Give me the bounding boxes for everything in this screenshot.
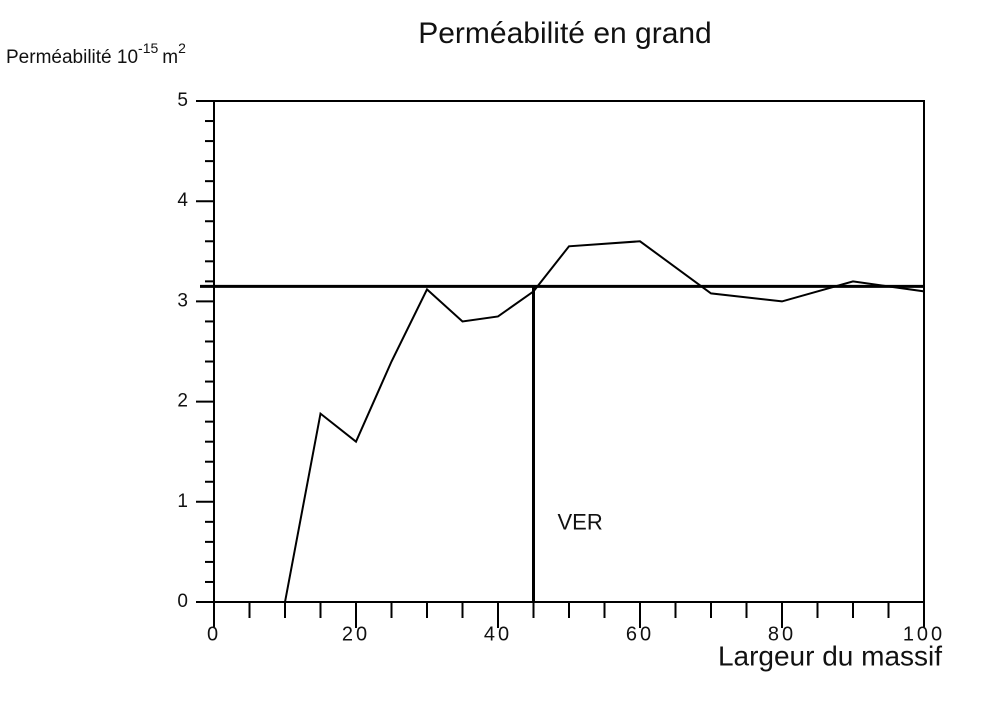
y-label-unit-exponent: 2 [178, 40, 186, 56]
chart-title: Perméabilité en grand [418, 17, 712, 50]
x-tick-label: 100 [903, 623, 945, 645]
y-tick-label: 5 [177, 90, 188, 111]
y-label-unit: m [162, 47, 178, 68]
x-tick-label: 40 [484, 623, 512, 645]
x-tick-label: 0 [207, 623, 221, 645]
x-tick-label: 60 [626, 623, 654, 645]
y-axis-label: Perméabilité 10-15 m2 [6, 40, 186, 68]
data-line [284, 240, 925, 603]
y-tick-label: 4 [177, 190, 188, 211]
x-tick-label: 20 [342, 623, 370, 645]
y-tick-label: 1 [177, 491, 188, 512]
x-tick-label: 80 [768, 623, 796, 645]
y-tick-label: 0 [177, 591, 188, 612]
y-label-text: Perméabilité 10 [6, 47, 138, 68]
annotation: VER [558, 510, 603, 535]
y-label-exponent: -15 [138, 40, 158, 56]
x-axis-label: Largeur du massif [718, 640, 942, 671]
y-tick-label: 2 [177, 391, 188, 412]
y-tick-label: 3 [177, 290, 188, 311]
